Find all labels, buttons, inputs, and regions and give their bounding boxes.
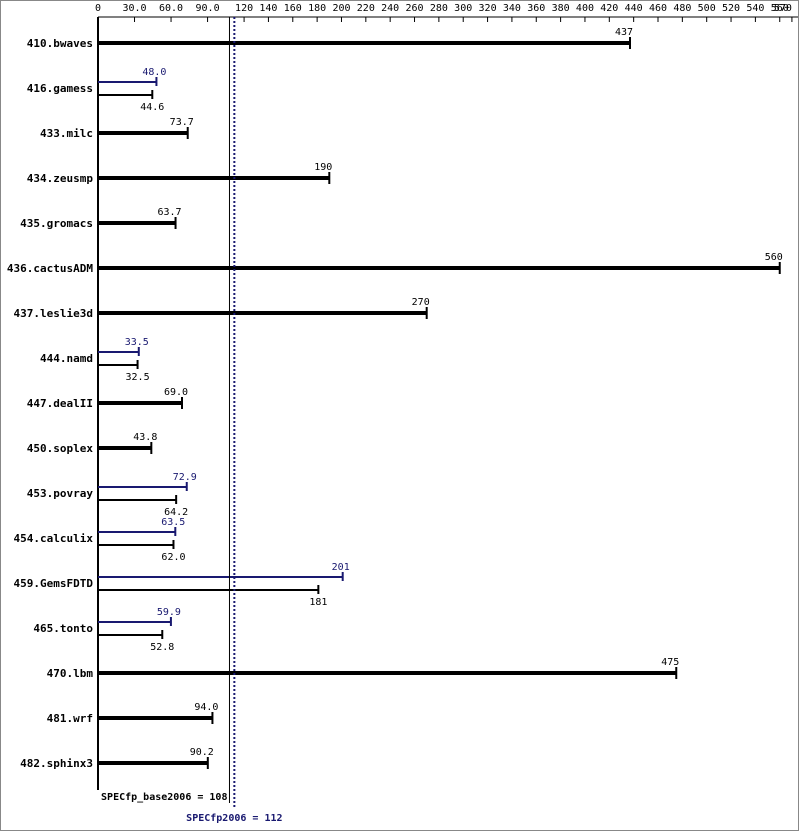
- bar: [98, 131, 188, 135]
- x-tick-label: 180: [308, 3, 326, 14]
- peak-bar: [98, 531, 176, 533]
- category-label: 433.milc: [40, 127, 93, 140]
- base-bar: [98, 364, 138, 366]
- reference-label: SPECfp_base2006 = 108: [101, 792, 227, 803]
- bar: [98, 311, 427, 315]
- value-label: 270: [412, 297, 430, 308]
- value-label: 181: [309, 597, 327, 608]
- base-bar: [98, 499, 177, 501]
- x-tick-label: 440: [625, 3, 643, 14]
- base-bar: [98, 544, 174, 546]
- bar: [98, 761, 208, 765]
- x-tick-label: 260: [405, 3, 423, 14]
- x-tick-label: 220: [357, 3, 375, 14]
- x-tick-label: 500: [698, 3, 716, 14]
- value-label: 64.2: [164, 507, 188, 518]
- category-label: 410.bwaves: [27, 37, 93, 50]
- peak-bar: [98, 81, 157, 83]
- category-label: 454.calculix: [14, 532, 94, 545]
- x-tick-label: 300: [454, 3, 472, 14]
- value-label: 48.0: [142, 67, 166, 78]
- reference-label: SPECfp2006 = 112: [186, 813, 282, 824]
- value-label: 72.9: [173, 472, 197, 483]
- bar: [98, 176, 330, 180]
- x-tick-label: 400: [576, 3, 594, 14]
- category-label: 444.namd: [40, 352, 93, 365]
- x-tick-label: 160: [284, 3, 302, 14]
- bar: [98, 41, 630, 45]
- peak-bar: [98, 351, 139, 353]
- x-tick-label: 30.0: [122, 3, 146, 14]
- x-tick-label: 560: [771, 3, 789, 14]
- x-tick-label: 380: [552, 3, 570, 14]
- base-bar: [98, 634, 163, 636]
- x-tick-label: 480: [673, 3, 691, 14]
- value-label: 73.7: [170, 117, 194, 128]
- x-tick-label: 540: [746, 3, 764, 14]
- value-label: 560: [765, 252, 783, 263]
- peak-bar: [98, 486, 187, 488]
- bar: [98, 716, 213, 720]
- value-label: 190: [314, 162, 332, 173]
- x-tick-label: 360: [527, 3, 545, 14]
- category-label: 450.soplex: [27, 442, 94, 455]
- category-label: 481.wrf: [47, 712, 93, 725]
- x-tick-label: 240: [381, 3, 399, 14]
- value-label: 90.2: [190, 747, 214, 758]
- x-tick-label: 340: [503, 3, 521, 14]
- x-tick-label: 520: [722, 3, 740, 14]
- category-label: 482.sphinx3: [20, 757, 93, 770]
- x-tick-label: 60.0: [159, 3, 183, 14]
- category-label: 453.povray: [27, 487, 94, 500]
- value-label: 32.5: [126, 372, 150, 383]
- bar: [98, 671, 677, 675]
- x-tick-label: 0: [95, 3, 101, 14]
- value-label: 94.0: [194, 702, 218, 713]
- value-label: 201: [332, 562, 350, 573]
- value-label: 52.8: [150, 642, 174, 653]
- value-label: 44.6: [140, 102, 164, 113]
- category-label: 459.GemsFDTD: [14, 577, 94, 590]
- x-tick-label: 140: [259, 3, 277, 14]
- bar: [98, 266, 780, 270]
- bar: [98, 401, 182, 405]
- x-tick-label: 200: [332, 3, 350, 14]
- category-label: 436.cactusADM: [7, 262, 93, 275]
- category-label: 437.leslie3d: [14, 307, 93, 320]
- base-bar: [98, 94, 153, 96]
- x-tick-label: 90.0: [196, 3, 220, 14]
- x-tick-label: 570: [774, 3, 792, 14]
- bar: [98, 221, 176, 225]
- category-label: 435.gromacs: [20, 217, 93, 230]
- value-label: 43.8: [133, 432, 157, 443]
- value-label: 69.0: [164, 387, 188, 398]
- category-label: 416.gamess: [27, 82, 93, 95]
- value-label: 59.9: [157, 607, 181, 618]
- category-label: 434.zeusmp: [27, 172, 94, 185]
- x-tick-label: 280: [430, 3, 448, 14]
- value-label: 63.7: [158, 207, 182, 218]
- value-label: 62.0: [161, 552, 185, 563]
- bar: [98, 446, 152, 450]
- x-tick-label: 460: [649, 3, 667, 14]
- category-label: 470.lbm: [47, 667, 94, 680]
- peak-bar: [98, 576, 343, 578]
- value-label: 475: [661, 657, 679, 668]
- x-tick-label: 120: [235, 3, 253, 14]
- category-label: 465.tonto: [33, 622, 93, 635]
- category-label: 447.dealII: [27, 397, 93, 410]
- x-tick-label: 420: [600, 3, 618, 14]
- x-tick-label: 320: [479, 3, 497, 14]
- value-label: 63.5: [161, 517, 185, 528]
- base-bar: [98, 589, 319, 591]
- value-label: 437: [615, 27, 633, 38]
- peak-bar: [98, 621, 171, 623]
- value-label: 33.5: [125, 337, 149, 348]
